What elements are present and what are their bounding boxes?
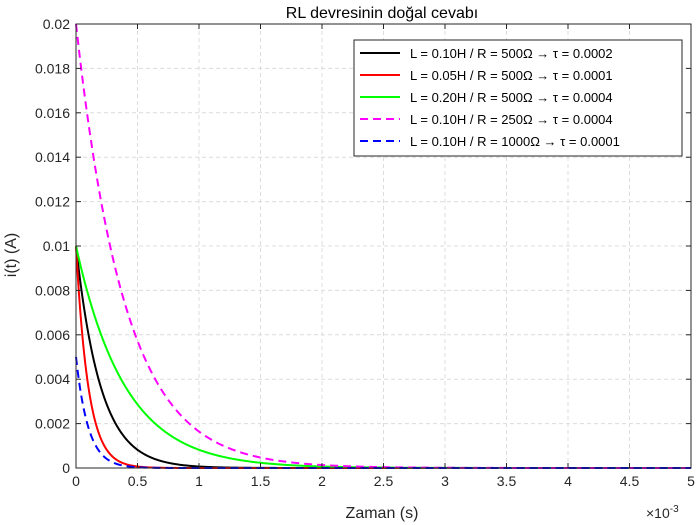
- ticks: [75, 23, 692, 469]
- x-tick-label: 0: [72, 473, 80, 489]
- legend-box: [353, 39, 683, 157]
- y-tick-label: 0.01: [43, 238, 70, 254]
- x-tick-label: 4.5: [620, 473, 640, 489]
- x-tick-label: 2.5: [374, 473, 394, 489]
- x-tick-label: 2: [318, 473, 326, 489]
- y-tick-labels: 0 0.002 0.004 0.006 0.008 0.01 0.012 0.014 0.016…: [35, 16, 70, 476]
- x-axis-label: Zaman (s): [346, 505, 419, 522]
- legend-label-2: L = 0.05H / R = 500Ω → τ = 0.0001: [410, 68, 613, 83]
- y-axis-label: i(t) (A): [3, 233, 20, 277]
- y-tick-label: 0.012: [35, 194, 70, 210]
- y-tick-label: 0.018: [35, 60, 70, 76]
- x-tick-label: 1: [195, 473, 203, 489]
- legend: L = 0.10H / R = 500Ω → τ = 0.0002 L = 0.0…: [353, 39, 683, 157]
- y-tick-label: 0.02: [43, 16, 70, 32]
- chart-title: RL devresinin doğal cevabı: [286, 5, 478, 22]
- x-tick-label: 0.5: [128, 473, 148, 489]
- x-tick-label: 3.5: [497, 473, 517, 489]
- x-tick-label: 1.5: [251, 473, 271, 489]
- y-tick-label: 0.002: [35, 416, 70, 432]
- legend-label-3: L = 0.20H / R = 500Ω → τ = 0.0004: [410, 90, 613, 105]
- x-axis-exponent-base: ×10: [646, 505, 670, 521]
- y-tick-label: 0.006: [35, 327, 70, 343]
- x-tick-label: 3: [441, 473, 449, 489]
- y-tick-label: 0.016: [35, 105, 70, 121]
- legend-label-5: L = 0.10H / R = 1000Ω → τ = 0.0001: [410, 134, 620, 149]
- y-tick-label: 0: [62, 460, 70, 476]
- legend-label-4: L = 0.10H / R = 250Ω → τ = 0.0004: [410, 112, 613, 127]
- legend-label-1: L = 0.10H / R = 500Ω → τ = 0.0002: [410, 46, 613, 61]
- x-tick-labels: 0 0.5 1 1.5 2 2.5 3 3.5 4 4.5 5: [72, 473, 695, 489]
- x-axis-exponent: ×10-3: [646, 504, 679, 521]
- x-tick-label: 5: [687, 473, 695, 489]
- x-tick-label: 4: [564, 473, 572, 489]
- y-tick-label: 0.004: [35, 371, 70, 387]
- y-tick-label: 0.014: [35, 149, 70, 165]
- x-axis-exponent-power: -3: [670, 504, 679, 515]
- y-tick-label: 0.008: [35, 282, 70, 298]
